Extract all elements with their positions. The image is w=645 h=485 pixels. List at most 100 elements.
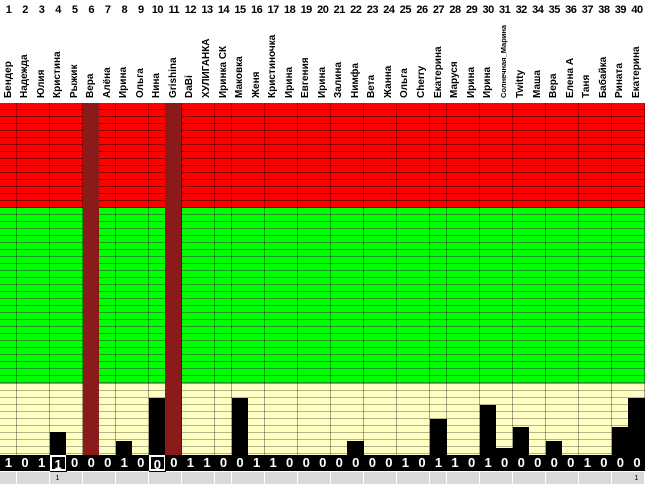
- band-red: [380, 103, 398, 208]
- band-green: [264, 208, 282, 384]
- participant-value: 0: [16, 455, 34, 471]
- participant-number: 27: [432, 4, 445, 16]
- score-bands: [215, 103, 232, 455]
- participant-column[interactable]: 30 Ирина 1: [479, 0, 497, 485]
- participant-name: Елена А: [564, 57, 576, 98]
- participant-column[interactable]: 26 Cherry 0: [413, 0, 431, 485]
- score-bands: [628, 103, 645, 455]
- band-yellow: [363, 384, 381, 455]
- participant-column[interactable]: 4 Кристина 1 1: [49, 0, 67, 485]
- participant-column[interactable]: 23 Вета 0: [363, 0, 381, 485]
- participant-column[interactable]: 34 Маша 0: [529, 0, 547, 485]
- participant-footer: [198, 472, 216, 484]
- participant-column[interactable]: 2 Надежда 0: [16, 0, 34, 485]
- band-yellow: [33, 384, 51, 455]
- band-yellow: [66, 384, 84, 455]
- participant-column[interactable]: 14 Иринка СК 0: [215, 0, 232, 485]
- participant-footer: [496, 472, 514, 484]
- band-red: [49, 103, 67, 208]
- participant-number: 35: [548, 4, 561, 16]
- band-yellow: [380, 384, 398, 455]
- participant-column[interactable]: 6 Вера 0: [82, 0, 100, 485]
- participant-number: 8: [121, 4, 128, 16]
- participant-name: Ольга: [399, 68, 411, 98]
- participant-column[interactable]: 18 Ирина 0: [281, 0, 299, 485]
- participant-column[interactable]: 24 Жанна 0: [380, 0, 398, 485]
- score-bar: [231, 398, 249, 455]
- band-red: [82, 103, 100, 208]
- participant-column[interactable]: 19 Евгения 0: [297, 0, 315, 485]
- participant-value: 0: [512, 455, 530, 471]
- participant-column[interactable]: 40 Екатерина 0 1: [628, 0, 645, 485]
- participant-column[interactable]: 9 Ольга 0: [132, 0, 150, 485]
- score-bands: [248, 103, 266, 455]
- participant-name: DaBi: [184, 75, 196, 98]
- participant-name: Жанна: [382, 65, 394, 98]
- band-yellow: [132, 384, 150, 455]
- participant-column[interactable]: 39 Рината 0: [611, 0, 629, 485]
- participant-column[interactable]: 38 Бабайка 0: [595, 0, 613, 485]
- participant-column[interactable]: 11 Grishina 0: [165, 0, 183, 485]
- participant-column[interactable]: 5 Рыжик 0: [66, 0, 84, 485]
- participant-footer: [181, 472, 199, 484]
- band-green: [231, 208, 249, 384]
- band-yellow: [314, 384, 332, 455]
- participant-column[interactable]: 3 Юлия 1: [33, 0, 51, 485]
- participant-number: 25: [399, 4, 412, 16]
- participant-column[interactable]: 28 Маруся 1: [446, 0, 464, 485]
- participant-footer: [578, 472, 596, 484]
- participant-column[interactable]: 20 Ирина 0: [314, 0, 332, 485]
- participant-number: 31: [499, 4, 511, 16]
- score-bands: [16, 103, 34, 455]
- band-red: [248, 103, 266, 208]
- participant-column[interactable]: 25 Ольга 1: [396, 0, 414, 485]
- score-bands: [380, 103, 398, 455]
- participant-number: 39: [614, 4, 627, 16]
- participant-column[interactable]: 7 Алёна 0: [99, 0, 117, 485]
- participant-column[interactable]: 22 Нимфа 0: [347, 0, 365, 485]
- participant-column[interactable]: 29 Ирина 0: [463, 0, 481, 485]
- participant-column[interactable]: 1 Бендер 1: [0, 0, 17, 485]
- participant-number: 38: [598, 4, 610, 16]
- band-yellow: [595, 384, 613, 455]
- score-bands: [0, 103, 17, 455]
- participant-name: Рыжик: [68, 64, 80, 98]
- band-red: [396, 103, 414, 208]
- band-yellow: [347, 384, 365, 455]
- score-bands: [512, 103, 530, 455]
- band-red: [314, 103, 332, 208]
- participant-column[interactable]: 8 Ирина 1: [115, 0, 133, 485]
- participant-column[interactable]: 37 Таня 1: [578, 0, 596, 485]
- participant-column[interactable]: 10 Нина 0: [148, 0, 166, 485]
- participant-column[interactable]: 16 Женя 1: [248, 0, 266, 485]
- participant-column[interactable]: 31 Солнечная_Марина 0: [496, 0, 514, 485]
- participant-footer: [430, 472, 447, 484]
- participant-footer: [99, 472, 117, 484]
- participant-column[interactable]: 12 DaBi 1: [181, 0, 199, 485]
- participant-column[interactable]: 35 Вера 0: [545, 0, 563, 485]
- participant-column[interactable]: 27 Екатерина 1: [430, 0, 447, 485]
- participant-value: 0: [545, 455, 563, 471]
- band-red: [297, 103, 315, 208]
- participant-column[interactable]: 36 Елена А 0: [562, 0, 580, 485]
- participant-column[interactable]: 13 ХУЛИГАНКА 1: [198, 0, 216, 485]
- participant-value: 1: [49, 454, 67, 472]
- band-yellow: [248, 384, 266, 455]
- participant-number: 11: [168, 4, 180, 16]
- participant-name: Cherry: [415, 65, 427, 98]
- score-bands: [231, 103, 249, 455]
- participant-footer: [16, 472, 34, 484]
- participant-name: Twitty: [515, 69, 527, 98]
- participant-name: Grishina: [167, 57, 179, 98]
- band-red: [165, 103, 183, 208]
- participant-column[interactable]: 21 Залина 0: [330, 0, 348, 485]
- participant-column[interactable]: 32 Twitty 0: [512, 0, 530, 485]
- score-bands: [496, 103, 514, 455]
- band-yellow: [115, 384, 133, 455]
- score-bands: [82, 103, 100, 455]
- participant-column[interactable]: 15 Маковка 0: [231, 0, 249, 485]
- band-green: [611, 208, 629, 384]
- score-bands: [49, 103, 67, 455]
- participant-column[interactable]: 17 Кристиночка 1: [264, 0, 282, 485]
- participant-footer: [545, 472, 563, 484]
